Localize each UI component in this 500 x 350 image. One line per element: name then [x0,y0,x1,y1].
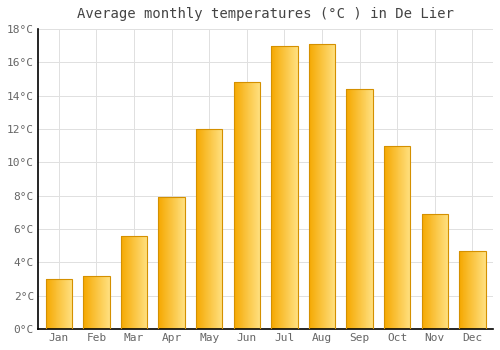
Bar [459,251,485,329]
Bar [83,275,110,329]
Title: Average monthly temperatures (°C ) in De Lier: Average monthly temperatures (°C ) in De… [77,7,454,21]
Bar [158,197,184,329]
Bar [234,82,260,329]
Bar [196,129,222,329]
Bar [309,44,335,329]
Bar [422,214,448,329]
Bar [271,46,297,329]
Bar [346,89,372,329]
Bar [384,146,410,329]
Bar [121,236,147,329]
Bar [46,279,72,329]
